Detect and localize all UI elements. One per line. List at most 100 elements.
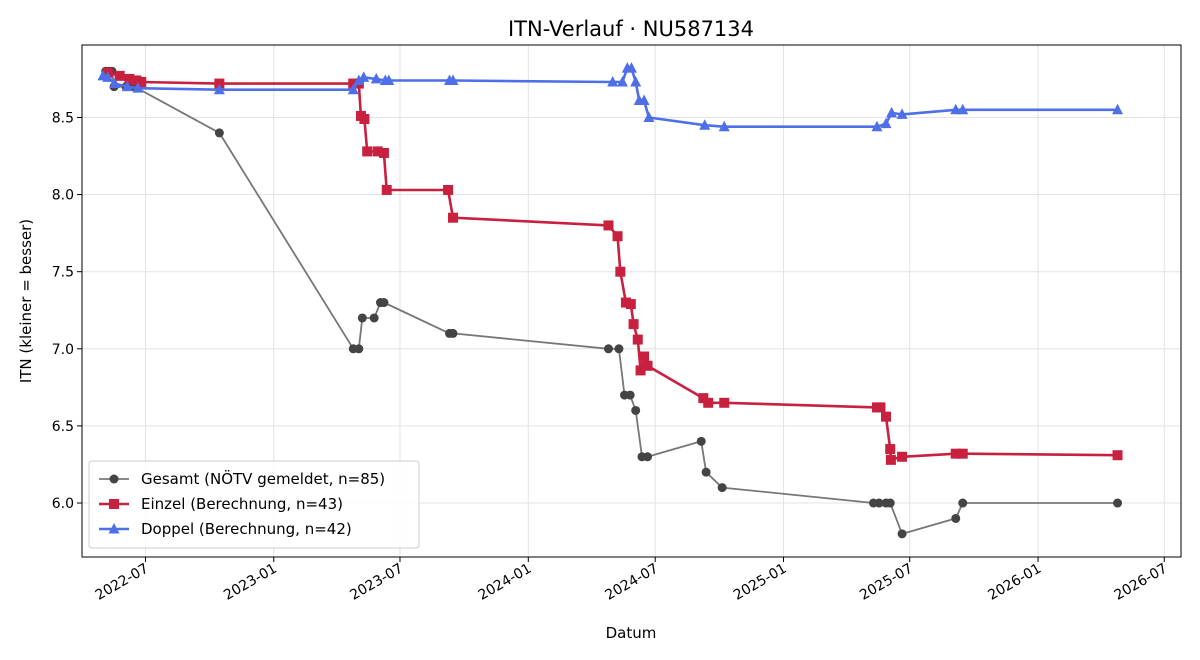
y-tick-label: 7.0 <box>52 342 74 358</box>
data-point-einzel <box>1112 450 1123 461</box>
y-tick-label: 6.0 <box>52 496 74 512</box>
data-point-doppel <box>121 80 133 92</box>
data-point-doppel <box>383 74 395 85</box>
data-point-einzel <box>703 397 714 408</box>
data-point-doppel <box>447 74 459 85</box>
data-point-einzel <box>372 146 383 157</box>
legend: Gesamt (NÖTV gemeldet, n=85) Einzel (Bere… <box>88 460 420 549</box>
data-point-gesamt <box>717 483 727 493</box>
x-tick-label: 2025-07 <box>857 561 916 604</box>
data-point-einzel <box>885 444 896 455</box>
data-point-doppel <box>102 71 114 82</box>
data-point-doppel <box>132 82 144 93</box>
data-point-einzel <box>719 397 730 408</box>
legend-marker-gesamt <box>109 474 119 484</box>
data-point-doppel <box>607 76 619 87</box>
y-tick-label: 6.5 <box>52 419 74 435</box>
data-point-doppel <box>718 120 730 132</box>
data-point-einzel <box>136 77 147 88</box>
data-point-doppel <box>886 106 898 118</box>
series-einzel <box>102 67 1123 465</box>
data-point-einzel <box>875 402 886 413</box>
x-tick-label: 2025-01 <box>731 561 790 604</box>
data-point-doppel <box>347 83 359 95</box>
data-point-doppel <box>699 119 711 130</box>
data-point-einzel <box>897 451 908 462</box>
data-point-gesamt <box>603 344 613 354</box>
data-point-doppel <box>630 76 642 87</box>
data-point-doppel <box>638 94 650 106</box>
legend-marker-einzel <box>109 499 119 509</box>
data-point-einzel <box>615 266 626 277</box>
chart-title: ITN-Verlauf · NU587134 <box>508 17 754 41</box>
x-tick-label: 2022-07 <box>93 561 152 604</box>
data-point-gesamt <box>951 513 961 523</box>
data-point-einzel <box>628 319 639 330</box>
legend-marker-doppel <box>108 523 120 534</box>
x-axis-label: Datum <box>606 624 657 642</box>
series-line-einzel <box>107 71 1118 462</box>
data-point-doppel <box>643 111 655 122</box>
data-point-gesamt <box>696 436 706 446</box>
data-point-einzel <box>603 220 614 231</box>
series-layer <box>97 62 1124 539</box>
data-point-gesamt <box>1113 498 1123 508</box>
data-point-doppel <box>109 77 121 89</box>
y-tick-label: 8.5 <box>52 110 74 126</box>
x-tick-label: 2026-01 <box>985 561 1044 604</box>
data-point-einzel <box>447 212 458 223</box>
data-point-einzel <box>381 184 392 195</box>
data-point-gesamt <box>214 128 224 138</box>
data-point-einzel <box>612 231 623 242</box>
x-tick-label: 2024-01 <box>476 561 535 604</box>
x-tick-label: 2026-07 <box>1112 561 1171 604</box>
data-point-gesamt <box>448 328 458 338</box>
data-point-doppel <box>1112 103 1124 115</box>
x-axis: 2022-07 2023-01 2023-07 2024-01 2024-07 2025-… <box>93 557 1170 604</box>
data-point-einzel <box>881 411 892 422</box>
legend-frame <box>88 460 420 549</box>
data-point-einzel <box>114 70 125 81</box>
data-point-doppel <box>957 103 969 115</box>
data-point-gesamt <box>379 298 389 308</box>
data-point-doppel <box>213 83 225 95</box>
data-point-gesamt <box>357 313 367 323</box>
data-point-gesamt <box>369 313 379 323</box>
y-axis: 6.0 6.5 7.0 7.5 8.0 8.5 <box>52 110 82 512</box>
y-axis-label: ITN (kleiner = besser) <box>17 219 35 383</box>
data-point-gesamt <box>701 467 711 477</box>
data-point-doppel <box>950 103 962 115</box>
x-tick-label: 2023-01 <box>221 561 280 604</box>
data-point-doppel <box>358 71 370 82</box>
data-point-gesamt <box>631 405 641 415</box>
data-point-gesamt <box>625 390 635 400</box>
data-point-gesamt <box>614 344 624 354</box>
plot-area-frame <box>81 44 1182 558</box>
data-point-gesamt <box>643 452 653 462</box>
legend-label-doppel: Doppel (Berechnung, n=42) <box>141 520 352 538</box>
data-point-einzel <box>359 114 370 125</box>
data-point-gesamt <box>354 344 364 354</box>
data-point-einzel <box>885 454 896 465</box>
data-point-einzel <box>625 299 636 310</box>
x-tick-label: 2023-07 <box>347 561 406 604</box>
data-point-doppel <box>353 74 365 85</box>
data-point-gesamt <box>874 498 884 508</box>
legend-label-einzel: Einzel (Berechnung, n=43) <box>141 495 343 513</box>
data-point-einzel <box>348 78 359 89</box>
data-point-einzel <box>124 73 135 84</box>
data-point-einzel <box>635 365 646 376</box>
data-point-gesamt <box>897 529 907 539</box>
data-point-doppel <box>880 117 892 129</box>
y-tick-label: 8.0 <box>52 188 74 204</box>
legend-label-gesamt: Gesamt (NÖTV gemeldet, n=85) <box>141 469 385 488</box>
data-point-einzel <box>362 146 373 157</box>
data-point-gesamt <box>958 498 968 508</box>
data-point-doppel <box>871 120 883 132</box>
data-point-einzel <box>632 334 643 345</box>
y-tick-label: 7.5 <box>52 265 74 281</box>
data-point-einzel <box>214 78 225 89</box>
data-point-einzel <box>642 360 653 371</box>
data-point-einzel <box>639 351 650 362</box>
